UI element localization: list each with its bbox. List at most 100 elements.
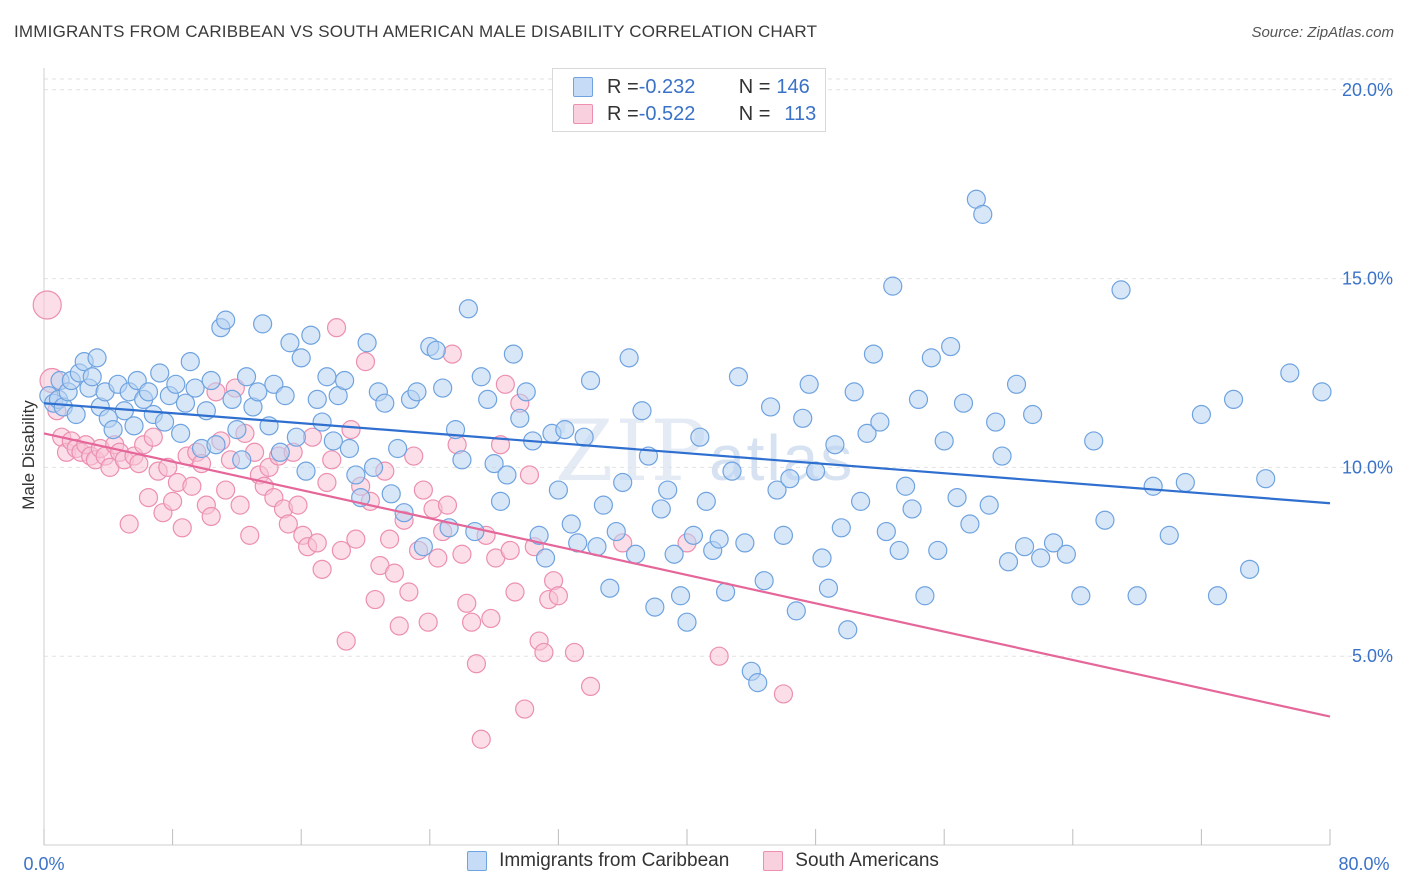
data-point-caribbean: [171, 423, 191, 443]
trend-line-south-american: [43, 432, 1331, 718]
data-point-caribbean: [896, 476, 916, 496]
data-point-caribbean: [1191, 404, 1212, 425]
data-point-south-american: [380, 529, 400, 549]
data-point-caribbean: [658, 480, 678, 500]
data-point-south-american: [490, 435, 511, 455]
data-point-caribbean: [535, 548, 556, 568]
data-point-caribbean: [150, 363, 170, 383]
data-point-caribbean: [175, 393, 196, 413]
n-label: N =: [738, 75, 771, 98]
data-point-caribbean: [275, 386, 295, 406]
data-point-caribbean: [426, 340, 446, 360]
stats-legend: R = -0.232 N = 146 R = -0.522 N = 113: [552, 68, 826, 132]
data-point-caribbean: [1175, 472, 1195, 493]
data-point-caribbean: [264, 374, 284, 394]
data-point-caribbean: [82, 367, 102, 387]
data-point-caribbean: [613, 472, 633, 493]
data-point-caribbean: [227, 420, 247, 440]
data-point-caribbean: [908, 389, 929, 410]
data-point-caribbean: [818, 578, 839, 598]
legend-swatch-blue: [467, 851, 488, 871]
data-point-caribbean: [323, 431, 343, 451]
data-point-caribbean: [375, 393, 395, 413]
data-point-caribbean: [1127, 586, 1147, 606]
data-point-south-american: [341, 420, 361, 440]
x-tick-label-max: 80.0%: [1338, 854, 1389, 874]
data-point-caribbean: [1043, 533, 1064, 553]
data-point-south-american: [143, 427, 163, 447]
data-point-caribbean: [87, 348, 107, 368]
data-point-caribbean: [503, 344, 523, 364]
data-point-caribbean: [206, 435, 226, 455]
data-point-caribbean: [793, 408, 813, 428]
data-point-caribbean: [280, 333, 300, 353]
data-point-south-american: [119, 514, 139, 534]
legend-swatch-blue: [573, 77, 593, 97]
legend-item-south-americans[interactable]: South Americans: [763, 850, 939, 872]
data-point-caribbean: [1031, 548, 1051, 568]
data-point-caribbean: [973, 204, 993, 224]
data-point-caribbean: [1056, 544, 1076, 564]
r-value: -0.232: [638, 75, 696, 98]
data-point-caribbean: [312, 412, 332, 432]
data-point-caribbean: [580, 370, 601, 391]
data-point-caribbean: [1095, 510, 1115, 530]
data-point-south-american: [466, 654, 487, 674]
data-point-south-american: [307, 533, 327, 553]
data-point-south-american: [457, 593, 477, 613]
legend-label: Immigrants from Caribbean: [499, 850, 730, 871]
data-point-caribbean: [452, 450, 472, 470]
data-point-caribbean: [253, 314, 273, 334]
n-value: 146: [776, 75, 810, 98]
legend-swatch-pink: [573, 104, 593, 124]
data-point-caribbean: [296, 461, 316, 481]
data-point-caribbean: [561, 514, 581, 534]
data-point-caribbean: [248, 382, 268, 402]
data-point-caribbean: [1207, 586, 1228, 606]
data-point-caribbean: [465, 521, 485, 542]
data-point-south-american: [129, 454, 149, 474]
data-point-caribbean: [799, 374, 819, 394]
data-point-caribbean: [812, 548, 832, 568]
data-point-caribbean: [696, 491, 716, 511]
y-axis-label: Male Disability: [19, 400, 38, 510]
y-tick-label: 10.0%: [1342, 457, 1393, 477]
legend-item-caribbean[interactable]: Immigrants from Caribbean: [467, 850, 729, 872]
data-point-caribbean: [548, 480, 569, 500]
data-point-south-american: [322, 450, 342, 470]
data-point-south-american: [163, 491, 183, 511]
data-point-caribbean: [773, 525, 794, 545]
data-point-caribbean: [838, 620, 858, 640]
data-point-south-american: [182, 476, 202, 496]
r-value: -0.522: [638, 102, 696, 125]
data-point-caribbean: [222, 389, 242, 410]
data-point-caribbean: [236, 367, 257, 387]
data-point-south-american: [158, 457, 178, 477]
data-point-south-american: [413, 480, 433, 500]
data-point-caribbean: [433, 378, 453, 398]
data-point-caribbean: [670, 586, 691, 606]
data-point-caribbean: [413, 537, 433, 557]
data-point-south-american: [404, 446, 424, 466]
stats-legend-row-caribbean: R = -0.232 N = 146: [573, 75, 810, 99]
data-point-caribbean: [979, 495, 999, 515]
data-point-south-american: [172, 518, 192, 538]
data-point-south-american: [326, 318, 347, 338]
data-point-caribbean: [754, 571, 774, 591]
data-point-south-american: [500, 540, 520, 561]
data-point-caribbean: [748, 673, 768, 693]
data-point-south-american: [336, 631, 356, 651]
legend-label: South Americans: [795, 850, 939, 871]
data-point-caribbean: [645, 597, 665, 617]
stats-legend-row-south-american: R = -0.522 N = 113: [573, 102, 816, 126]
legend-swatch-pink: [763, 851, 784, 871]
data-point-caribbean: [883, 276, 903, 296]
data-point-caribbean: [484, 454, 504, 474]
data-point-caribbean: [915, 586, 935, 606]
data-point-south-american: [230, 495, 250, 515]
data-point-caribbean: [1071, 586, 1091, 606]
data-point-south-american: [534, 642, 554, 663]
data-point-caribbean: [407, 382, 427, 402]
data-point-caribbean: [941, 336, 961, 357]
